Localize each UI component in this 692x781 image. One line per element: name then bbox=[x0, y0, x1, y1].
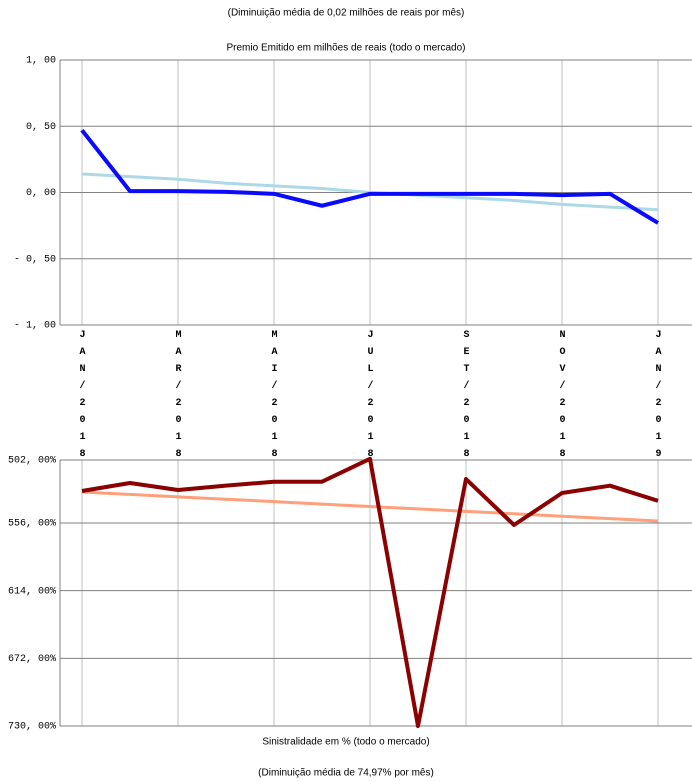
chart-subtitle: (Diminuição média de 0,02 milhões de rea… bbox=[228, 8, 465, 19]
x-tick-label: JUL/2018 bbox=[365, 330, 376, 466]
x-tick-label: MAI/2018 bbox=[269, 330, 280, 466]
y-tick-label: 672, 00% bbox=[8, 654, 56, 665]
y-tick-label: 502, 00% bbox=[8, 456, 56, 467]
chart-title: Premio Emitido em milhões de reais (todo… bbox=[227, 43, 466, 54]
y-tick-label: 0, 00 bbox=[26, 188, 56, 199]
y-tick-label: 614, 00% bbox=[8, 586, 56, 597]
chart-subtitle: (Diminuição média de 74,97% por mês) bbox=[258, 768, 434, 779]
x-tick-label: SET/2018 bbox=[461, 330, 472, 466]
x-tick-label: NOV/2018 bbox=[557, 330, 568, 466]
y-tick-label: 1, 00 bbox=[26, 56, 56, 67]
trend-line bbox=[81, 490, 659, 523]
y-tick-label: 0, 50 bbox=[26, 122, 56, 133]
x-tick-label: MAR/2018 bbox=[173, 330, 184, 466]
chart-title: Sinistralidade em % (todo o mercado) bbox=[262, 737, 429, 748]
y-tick-label: 730, 00% bbox=[8, 722, 56, 733]
y-tick-label: - 0, 50 bbox=[14, 254, 56, 265]
data-line bbox=[80, 128, 660, 225]
y-tick-label: 556, 00% bbox=[8, 519, 56, 530]
x-tick-label: JAN/2018 bbox=[77, 330, 88, 466]
x-tick-label: JAN/2019 bbox=[653, 330, 664, 466]
y-tick-label: - 1, 00 bbox=[14, 321, 56, 332]
data-line bbox=[81, 456, 659, 728]
